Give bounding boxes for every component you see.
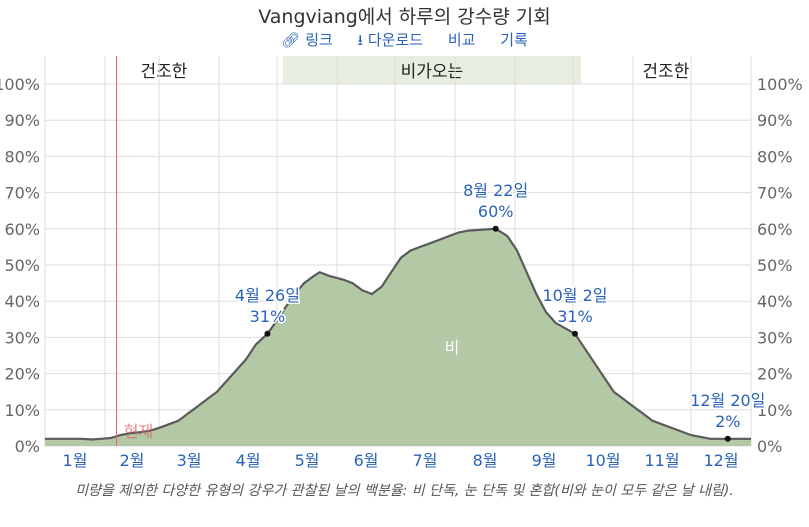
chart-title: Vangviang에서 하루의 강수량 기회 bbox=[258, 6, 551, 28]
annotation-marker bbox=[724, 435, 731, 442]
x-tick-label: 1월 bbox=[63, 451, 88, 470]
link-button[interactable]: 🔗︎ 링크 bbox=[281, 29, 333, 50]
chart-caption: 미량을 제외한 다양한 유형의 강우가 관찰된 날의 백분율: 비 단독, 눈 … bbox=[75, 483, 734, 499]
x-tick-label: 8월 bbox=[473, 451, 498, 470]
x-tick-label: 9월 bbox=[532, 451, 557, 470]
x-tick-label: 6월 bbox=[354, 451, 379, 470]
y-tick-label-right: 70% bbox=[757, 184, 793, 203]
x-tick-label: 2월 bbox=[120, 451, 145, 470]
annotation-value: 60% bbox=[478, 202, 514, 221]
x-tick-label: 7월 bbox=[413, 451, 438, 470]
precipitation-chart: 건조한 비가오는 건조한 0% 0% 10% 10% 20% 20% 30% 30% 40% 40% 50… bbox=[0, 56, 803, 470]
y-tick-label-right: 50% bbox=[757, 256, 793, 275]
annotation-marker bbox=[492, 225, 499, 232]
annotation-marker bbox=[264, 330, 271, 337]
y-tick-label-left: 70% bbox=[4, 184, 40, 203]
download-icon: ⭳ bbox=[357, 31, 363, 49]
y-tick-label-left: 0% bbox=[15, 437, 40, 456]
history-button[interactable]: 기록 bbox=[500, 29, 528, 50]
x-tick-label: 12월 bbox=[703, 451, 738, 470]
x-tick-label: 3월 bbox=[177, 451, 202, 470]
y-tick-label-right: 0% bbox=[757, 437, 782, 456]
history-label: 기록 bbox=[500, 31, 528, 49]
annotation-date: 12월 20일 bbox=[690, 391, 765, 410]
annotation-value: 2% bbox=[715, 412, 740, 431]
y-tick-label-right: 90% bbox=[757, 111, 793, 130]
toolbar: 🔗︎ 링크 ⭳ 다운로드 비교 기록 bbox=[0, 29, 809, 55]
link-label: 링크 bbox=[305, 31, 333, 49]
y-tick-label-left: 50% bbox=[4, 256, 40, 275]
y-tick-label-left: 10% bbox=[4, 401, 40, 420]
season-band bbox=[282, 56, 581, 84]
x-tick-label: 4월 bbox=[236, 451, 261, 470]
y-tick-label-right: 30% bbox=[757, 328, 793, 347]
rain-area bbox=[45, 228, 751, 446]
y-tick-label-right: 60% bbox=[757, 220, 793, 239]
y-tick-label-right: 20% bbox=[757, 365, 793, 384]
y-tick-label-left: 90% bbox=[4, 111, 40, 130]
compare-label: 비교 bbox=[447, 31, 476, 49]
y-tick-label-right: 80% bbox=[757, 147, 793, 166]
rain-line bbox=[45, 227, 751, 441]
y-tick-label-left: 40% bbox=[4, 292, 40, 311]
download-button[interactable]: ⭳ 다운로드 bbox=[358, 29, 423, 55]
y-tick-label-right: 100% bbox=[757, 75, 803, 94]
y-tick-label-left: 20% bbox=[4, 365, 40, 384]
now-label: 현재 bbox=[124, 422, 153, 441]
x-tick-label: 10월 bbox=[585, 451, 620, 470]
annotation-value: 31% bbox=[557, 307, 593, 326]
link-icon: 🔗︎ bbox=[281, 31, 301, 49]
annotation-date: 10월 2일 bbox=[542, 286, 607, 305]
y-tick-label-right: 40% bbox=[757, 292, 793, 311]
y-tick-label-left: 60% bbox=[4, 220, 40, 239]
x-tick-label: 5월 bbox=[295, 451, 320, 470]
series-label: 비 bbox=[445, 338, 460, 357]
season-label: 건조한 bbox=[642, 62, 689, 82]
annotation-date: 4월 26일 bbox=[235, 286, 300, 305]
y-tick-label-left: 80% bbox=[4, 147, 40, 166]
y-tick-label-left: 100% bbox=[0, 75, 40, 94]
download-label: 다운로드 bbox=[367, 31, 424, 49]
season-label: 건조한 bbox=[140, 62, 187, 82]
x-tick-label: 11월 bbox=[644, 451, 679, 470]
compare-button[interactable]: 비교 bbox=[448, 29, 476, 50]
season-label: 비가오는 bbox=[401, 62, 464, 82]
y-tick-label-right: 10% bbox=[757, 401, 793, 420]
annotation-marker bbox=[571, 330, 578, 337]
annotation-value: 31% bbox=[250, 307, 286, 326]
y-tick-label-left: 30% bbox=[4, 328, 40, 347]
annotation-date: 8월 22일 bbox=[463, 181, 528, 200]
